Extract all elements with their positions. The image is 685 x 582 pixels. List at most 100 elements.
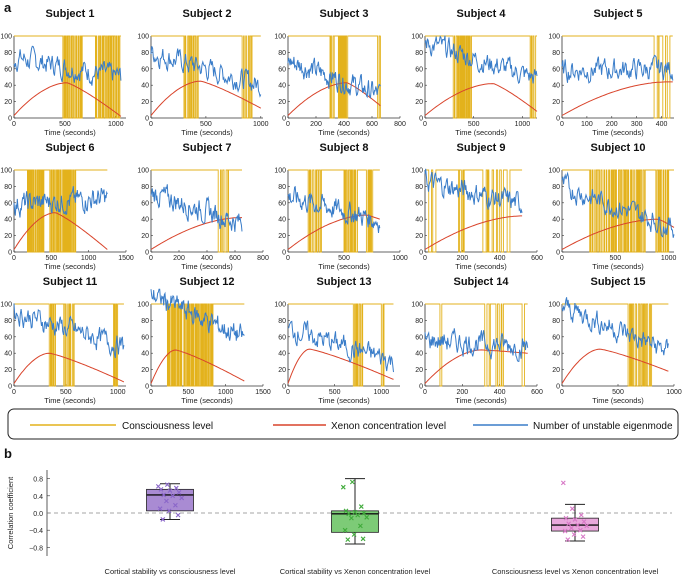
y-tick-label: 0	[419, 116, 423, 123]
y-tick-label: 40	[4, 217, 12, 224]
data-point	[164, 498, 169, 504]
data-point	[345, 537, 351, 543]
y-tick-label: 0	[145, 250, 149, 257]
box-y-tick-label: −0.4	[29, 528, 43, 535]
y-tick-label: 40	[141, 83, 149, 90]
y-tick-label: 100	[411, 168, 423, 175]
subject-title: Subject 13	[316, 276, 371, 288]
y-tick-label: 20	[552, 99, 560, 106]
xenon-line	[287, 214, 380, 250]
eigenmode-line	[287, 56, 381, 100]
x-tick-label: 1000	[661, 255, 677, 262]
y-tick-label: 0	[8, 384, 12, 391]
y-tick-label: 0	[419, 384, 423, 391]
x-tick-label: 1000	[110, 389, 126, 396]
y-tick-label: 0	[145, 384, 149, 391]
y-tick-label: 0	[556, 250, 560, 257]
data-point	[571, 532, 577, 537]
y-tick-label: 0	[8, 116, 12, 123]
y-tick-label: 80	[141, 184, 149, 191]
x-tick-label: 200	[173, 255, 185, 262]
xenon-line	[150, 80, 262, 116]
x-tick-label: 400	[338, 121, 350, 128]
y-tick-label: 80	[552, 318, 560, 325]
data-point	[175, 512, 181, 518]
subject-title: Subject 6	[46, 142, 95, 154]
y-tick-label: 100	[274, 168, 286, 175]
data-point	[364, 514, 370, 520]
subject-title: Subject 7	[183, 142, 232, 154]
eigenmode-line	[561, 54, 674, 84]
consciousness-line	[14, 35, 121, 119]
x-tick-label: 500	[338, 255, 350, 262]
y-tick-label: 60	[278, 200, 286, 207]
box-category-label: Consciousness level vs Xenon concentrati…	[492, 567, 659, 576]
y-tick-label: 60	[552, 200, 560, 207]
xenon-line	[424, 349, 528, 384]
x-tick-label: 1000	[666, 389, 682, 396]
y-tick-label: 60	[278, 334, 286, 341]
data-point	[349, 515, 354, 521]
subject-title: Subject 9	[457, 142, 506, 154]
box-y-tick-label: 0.0	[33, 511, 43, 518]
y-tick-label: 40	[552, 83, 560, 90]
x-tick-label: 1000	[253, 121, 269, 128]
x-tick-label: 1000	[108, 121, 124, 128]
subject-panel: Subject 5 0 20 40 60 80 100 0 100 200 300 400 Time (…	[548, 8, 674, 137]
legend: Consciousness level Xenon concentration …	[7, 408, 679, 440]
x-tick-label: 500	[60, 389, 72, 396]
eigenmode-line	[561, 171, 675, 238]
y-tick-label: 80	[552, 184, 560, 191]
x-tick-label: 200	[606, 121, 618, 128]
x-tick-label: 1000	[515, 121, 531, 128]
y-tick-label: 20	[4, 233, 12, 240]
legend-xenon-label: Xenon concentration level	[331, 421, 446, 432]
y-tick-label: 20	[278, 99, 286, 106]
x-tick-label: 500	[468, 121, 480, 128]
y-tick-label: 40	[552, 351, 560, 358]
box-iqr	[331, 510, 379, 533]
x-tick-label: 0	[12, 121, 16, 128]
data-point	[563, 515, 569, 521]
eigenmode-line	[150, 46, 262, 98]
xenon-line	[424, 83, 538, 116]
y-tick-label: 100	[0, 168, 12, 175]
y-tick-label: 100	[274, 34, 286, 41]
y-tick-label: 60	[552, 66, 560, 73]
data-point	[575, 522, 581, 528]
x-tick-label: 500	[200, 121, 212, 128]
data-point	[340, 484, 346, 490]
xenon-line	[13, 82, 122, 117]
y-tick-label: 100	[0, 34, 12, 41]
y-tick-label: 100	[274, 302, 286, 309]
consciousness-line	[425, 35, 537, 119]
y-tick-label: 0	[8, 250, 12, 257]
y-tick-label: 100	[0, 302, 12, 309]
subject-title: Subject 15	[590, 276, 645, 288]
eigenmode-line	[13, 303, 125, 359]
x-tick-label: 0	[560, 121, 564, 128]
x-tick-label: 1000	[81, 255, 97, 262]
x-axis-label: Time (seconds)	[455, 396, 507, 405]
x-axis-label: Time (seconds)	[318, 396, 370, 405]
y-tick-label: 60	[141, 334, 149, 341]
x-axis-label: Time (seconds)	[44, 396, 96, 405]
y-tick-label: 20	[4, 99, 12, 106]
subject-title: Subject 8	[320, 142, 369, 154]
y-tick-label: 20	[415, 99, 423, 106]
data-point	[342, 527, 348, 533]
eigenmode-line	[13, 186, 108, 218]
subject-title: Subject 2	[183, 8, 232, 20]
consciousness-line	[288, 35, 381, 119]
x-tick-label: 0	[286, 389, 290, 396]
x-tick-label: 600	[531, 255, 543, 262]
y-tick-label: 40	[4, 351, 12, 358]
y-tick-label: 40	[552, 217, 560, 224]
x-tick-label: 0	[423, 255, 427, 262]
box-group: Consciousness level vs Xenon concentrati…	[492, 480, 659, 576]
y-tick-label: 20	[4, 367, 12, 374]
